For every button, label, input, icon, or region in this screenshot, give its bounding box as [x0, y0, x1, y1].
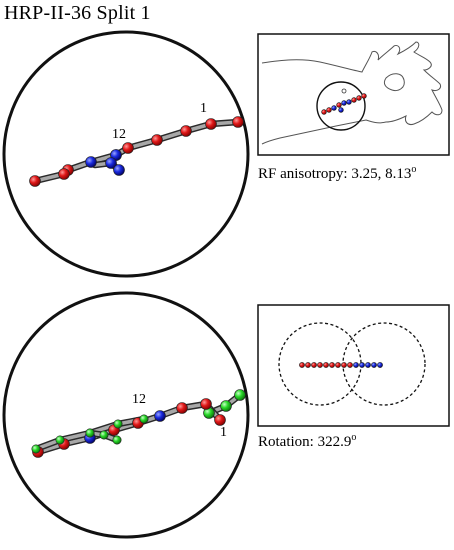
- rf-anisotropy-degree: o: [411, 164, 417, 175]
- bot-green-green-node-2: [55, 435, 65, 445]
- top-main-red-node-2: [205, 118, 217, 130]
- inset-bottom-blue-node-10: [353, 362, 359, 368]
- inset-bottom-blue-node-12: [365, 362, 371, 368]
- inset-bottom-blue-node-11: [359, 362, 365, 368]
- bot-main-red-node-2: [200, 398, 212, 410]
- top-balls: [29, 116, 244, 187]
- bottom-boundary-circle: [2, 291, 250, 539]
- bottom-inset: [257, 304, 450, 427]
- inset-top-red-node-2: [356, 95, 362, 101]
- bot-main-red-node-3: [176, 402, 188, 414]
- inset-top-blue-node-4: [346, 99, 352, 105]
- bottom-balls: [31, 389, 246, 458]
- rotation-degree: o: [351, 432, 357, 443]
- top-main-red-node-5: [122, 142, 134, 154]
- inset-top-blue-node-extra: [338, 107, 344, 113]
- bot-green-green-node-5: [139, 414, 149, 424]
- bot-green-branch-green-node-2: [99, 430, 109, 440]
- inset-bottom-balls: [299, 362, 383, 368]
- inset-rf-circle: [316, 81, 366, 131]
- figure-title: HRP-II-36 Split 1: [4, 2, 151, 24]
- cell-outline: [261, 41, 443, 145]
- cell-inclusion: [383, 73, 405, 91]
- top-branch-blue-node-3: [113, 164, 125, 176]
- inset-bottom-red-node-7: [335, 362, 341, 368]
- inset-bottom-red-node-9: [347, 362, 353, 368]
- inset-bottom-red-node-8: [341, 362, 347, 368]
- top-morphology-panel: 1 12: [2, 30, 250, 278]
- inset-bottom-blue-node-13: [371, 362, 377, 368]
- top-boundary-circle: [2, 30, 250, 278]
- bot-main-blue-node-4: [154, 410, 166, 422]
- inset-bottom-red-node-4: [317, 362, 323, 368]
- inset-bottom-red-node-6: [329, 362, 335, 368]
- inset-top-blue-node-7: [331, 105, 337, 111]
- bot-green-green-node-4: [113, 419, 123, 429]
- top-main-red-node-1: [232, 116, 244, 128]
- rotation-text: Rotation: 322.9: [258, 434, 352, 450]
- inset-bottom-blue-node-14: [377, 362, 383, 368]
- bot-main-red-node-1: [214, 414, 226, 426]
- top-main-red-node-3: [180, 125, 192, 137]
- top-label-12: 12: [112, 127, 126, 142]
- inset-top-red-node-1: [361, 93, 367, 99]
- inset-bottom-red-node-3: [311, 362, 317, 368]
- cell-soma-small: [341, 88, 347, 94]
- bot-green-tip-green-node-2: [220, 400, 232, 412]
- inset-bottom-red-node-2: [305, 362, 311, 368]
- inset-top-balls: [321, 93, 367, 115]
- bottom-label-1: 1: [220, 425, 227, 440]
- inset-top-red-node-6: [336, 102, 342, 108]
- top-inset: [257, 33, 450, 156]
- inset-bottom-red-node-1: [299, 362, 305, 368]
- inset-top-red-node-9: [321, 109, 327, 115]
- inset-top-blue-node-5: [341, 100, 347, 106]
- top-main-red-node-10: [29, 175, 41, 187]
- bot-green-green-node-1: [31, 444, 41, 454]
- top-label-1: 1: [200, 101, 207, 116]
- rf-anisotropy-text: RF anisotropy: 3.25, 8.13: [258, 166, 412, 182]
- top-main-blue-node-7: [85, 156, 97, 168]
- inset-top-red-node-3: [351, 97, 357, 103]
- top-main-red-node-4: [151, 134, 163, 146]
- bot-green-branch-green-node-1: [85, 428, 95, 438]
- bottom-label-12: 12: [132, 392, 146, 407]
- rotation-caption: Rotation: 322.9o: [258, 432, 356, 451]
- top-main-red-node-9: [58, 168, 70, 180]
- top-branch-blue-node-2: [105, 157, 117, 169]
- inset-top-red-node-8: [326, 107, 332, 113]
- rf-anisotropy-caption: RF anisotropy: 3.25, 8.13o: [258, 164, 416, 183]
- bottom-morphology-panel: 1 12: [2, 291, 250, 539]
- bot-green-branch-green-node-3: [112, 435, 122, 445]
- inset-bottom-red-node-5: [323, 362, 329, 368]
- bot-green-tip-green-node-3: [234, 389, 246, 401]
